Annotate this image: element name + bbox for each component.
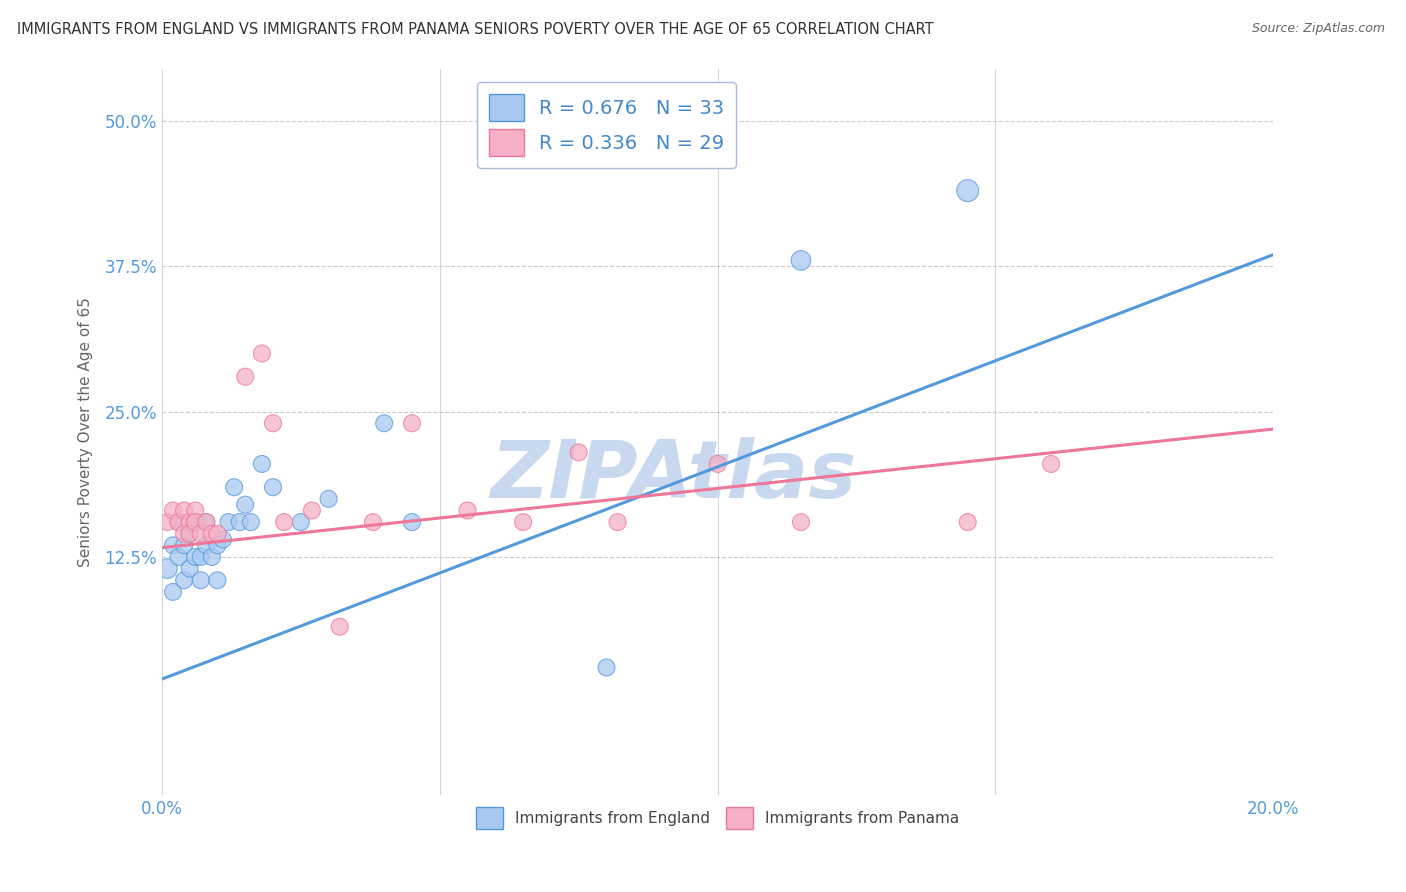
Point bbox=[184, 515, 207, 529]
Point bbox=[706, 457, 728, 471]
Point bbox=[167, 549, 190, 564]
Point bbox=[195, 515, 218, 529]
Legend: Immigrants from England, Immigrants from Panama: Immigrants from England, Immigrants from… bbox=[470, 801, 966, 835]
Point bbox=[273, 515, 295, 529]
Point bbox=[318, 491, 340, 506]
Point bbox=[250, 346, 273, 360]
Point bbox=[201, 549, 224, 564]
Point bbox=[167, 515, 190, 529]
Point bbox=[512, 515, 534, 529]
Point bbox=[568, 445, 591, 459]
Point bbox=[184, 549, 207, 564]
Point bbox=[173, 538, 195, 552]
Point bbox=[156, 561, 179, 575]
Point bbox=[179, 526, 201, 541]
Point bbox=[207, 538, 229, 552]
Point bbox=[179, 515, 201, 529]
Point bbox=[233, 369, 256, 384]
Point bbox=[290, 515, 312, 529]
Point bbox=[162, 503, 184, 517]
Point bbox=[190, 526, 212, 541]
Point bbox=[401, 416, 423, 430]
Point bbox=[156, 515, 179, 529]
Point bbox=[790, 515, 813, 529]
Point bbox=[233, 498, 256, 512]
Text: Source: ZipAtlas.com: Source: ZipAtlas.com bbox=[1251, 22, 1385, 36]
Point bbox=[201, 526, 224, 541]
Point bbox=[190, 549, 212, 564]
Point bbox=[595, 660, 617, 674]
Point bbox=[173, 573, 195, 587]
Point bbox=[212, 533, 235, 547]
Point bbox=[373, 416, 395, 430]
Point bbox=[224, 480, 246, 494]
Point bbox=[361, 515, 384, 529]
Point bbox=[173, 503, 195, 517]
Point bbox=[1040, 457, 1063, 471]
Point bbox=[956, 184, 979, 198]
Point bbox=[790, 253, 813, 268]
Y-axis label: Seniors Poverty Over the Age of 65: Seniors Poverty Over the Age of 65 bbox=[79, 297, 93, 567]
Point bbox=[228, 515, 250, 529]
Point bbox=[162, 585, 184, 599]
Point bbox=[173, 526, 195, 541]
Text: IMMIGRANTS FROM ENGLAND VS IMMIGRANTS FROM PANAMA SENIORS POVERTY OVER THE AGE O: IMMIGRANTS FROM ENGLAND VS IMMIGRANTS FR… bbox=[17, 22, 934, 37]
Point bbox=[218, 515, 240, 529]
Point bbox=[301, 503, 323, 517]
Point bbox=[956, 515, 979, 529]
Point bbox=[250, 457, 273, 471]
Point bbox=[195, 515, 218, 529]
Point bbox=[329, 620, 352, 634]
Point bbox=[606, 515, 628, 529]
Point bbox=[262, 416, 284, 430]
Point bbox=[184, 515, 207, 529]
Point bbox=[207, 526, 229, 541]
Point bbox=[457, 503, 479, 517]
Point bbox=[239, 515, 262, 529]
Point bbox=[162, 538, 184, 552]
Point bbox=[207, 573, 229, 587]
Point bbox=[184, 503, 207, 517]
Point bbox=[179, 526, 201, 541]
Point bbox=[195, 538, 218, 552]
Text: ZIPAtlas: ZIPAtlas bbox=[491, 436, 856, 515]
Point bbox=[190, 573, 212, 587]
Point bbox=[179, 561, 201, 575]
Point bbox=[167, 515, 190, 529]
Point bbox=[401, 515, 423, 529]
Point bbox=[262, 480, 284, 494]
